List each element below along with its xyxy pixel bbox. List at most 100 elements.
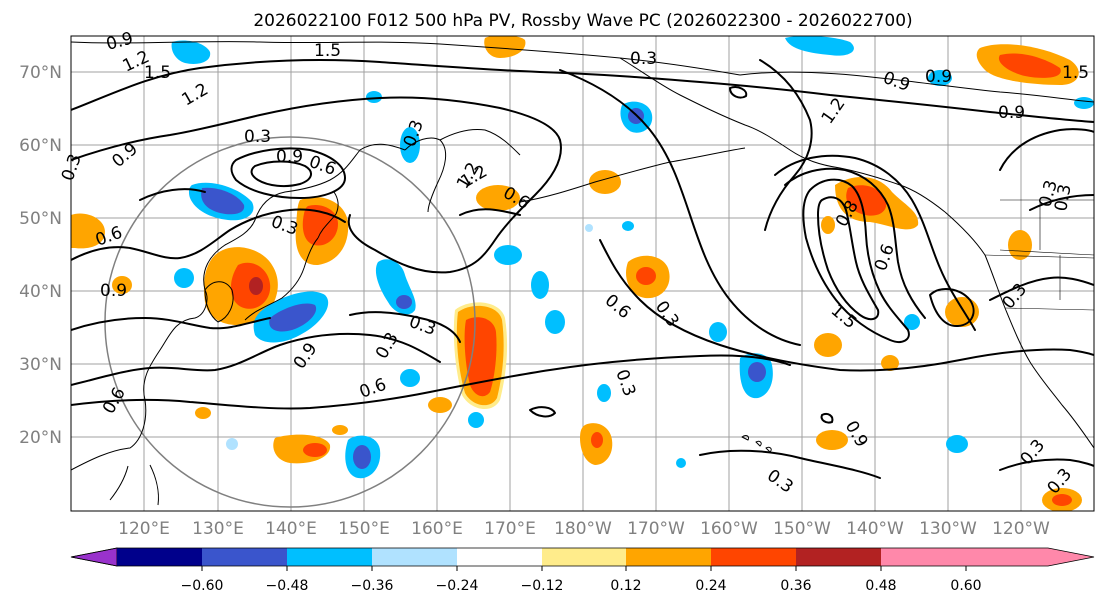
anomaly-blob [468,412,484,428]
lat-label: 30°N [19,355,62,375]
anomaly-blob [1074,97,1094,109]
colorbar-tick-label: −0.36 [351,578,394,594]
anomaly-blob [545,310,565,334]
colorbar-tick-label: 0.12 [610,578,641,594]
anomaly-blob [226,438,238,450]
colorbar-segment [542,548,626,566]
anomaly-blob [174,268,194,288]
lon-label: 160°W [700,519,758,539]
longitude-labels: 120°E 130°E 140°E 150°E 160°E 170°E 180°… [118,519,1050,539]
colorbar-tick-label: 0.36 [780,578,811,594]
colorbar-segment [711,548,796,566]
lon-label: 150°W [773,519,831,539]
map-panel [70,35,1095,512]
borders [984,199,1094,311]
chart-title: 2026022100 F012 500 hPa PV, Rossby Wave … [253,11,912,31]
anomaly-blob [816,430,848,450]
contour-label: 0.9 [925,67,952,87]
lon-label: 120°E [118,519,170,539]
lat-label: 60°N [19,136,62,156]
anomaly-blob [396,295,412,309]
lon-label: 180°W [554,519,612,539]
lon-label: 130°E [192,519,244,539]
anomaly-blob [636,267,656,285]
contour-label: 0.3 [1051,183,1075,213]
anomaly-blob [1008,230,1032,260]
colorbar-tick-label: 0.24 [695,578,726,594]
lon-label: 130°W [919,519,977,539]
anomaly-blob [112,276,132,294]
contour-label: 0.3 [244,127,271,147]
anomaly-blob [591,432,603,448]
anomaly-blob [464,317,497,397]
anomaly-blob [249,277,263,295]
anomaly-blob [676,458,686,468]
anomaly-blob [531,271,549,299]
colorbar-tick-label: −0.48 [266,578,309,594]
anomaly-blob [195,407,211,419]
lon-label: 170°W [627,519,685,539]
colorbar-segment [626,548,711,566]
latitude-labels: 70°N 60°N 50°N 40°N 30°N 20°N [19,63,62,448]
colorbar-tick-label: −0.24 [436,578,479,594]
colorbar-tick-label: −0.12 [521,578,564,594]
anomaly-blob [71,213,105,249]
contour-label: 0.9 [276,147,303,167]
anomaly-blob [904,314,920,330]
colorbar-ticks [201,566,967,571]
anomaly-blob [484,36,526,58]
anomaly-blob [201,187,245,215]
contour-label: 0.3 [630,49,657,69]
lon-label: 170°E [484,519,536,539]
anomaly-blob [928,70,952,86]
colorbar-segment [966,548,1094,566]
anomaly-blob [303,443,327,457]
lat-label: 40°N [19,282,62,302]
contour-label: 0.9 [998,103,1025,123]
anomaly-blob [428,397,452,413]
pv-contours [71,59,1094,479]
lat-label: 20°N [19,428,62,448]
anomaly-blob [589,170,621,194]
anomaly-blob [946,435,968,453]
anomaly-blob [269,303,317,332]
anomaly-blob [366,91,382,103]
anomaly-blob [748,362,766,382]
colorbar-segment [70,547,118,567]
colorbar: −0.60 −0.48 −0.36 −0.24 −0.12 0.12 0.24 … [70,547,1095,594]
anomaly-blob [821,216,835,234]
colorbar-tick-label: −0.60 [181,578,224,594]
colorbar-segment [881,548,966,566]
colorbar-segment [117,548,202,566]
colorbar-segment [457,548,542,566]
anomaly-blob [622,221,634,231]
anomaly-blob [881,355,899,371]
lon-label: 140°W [846,519,904,539]
anomaly-blob [353,445,371,469]
lon-label: 140°E [265,519,317,539]
anomaly-blob [171,40,211,64]
contour-label: 1.5 [314,41,341,61]
colorbar-segment [202,548,287,566]
anomaly-blob [494,245,522,265]
anomaly-blob [476,185,520,211]
colorbar-segment [372,548,457,566]
contour-label: 1.5 [144,63,171,83]
lat-label: 50°N [19,209,62,229]
anomaly-blob [400,127,420,163]
colorbar-segment [287,548,372,566]
lon-label: 160°E [411,519,463,539]
anomaly-blob [585,224,593,232]
anomaly-blob [709,322,727,342]
anomaly-blob [998,53,1061,78]
coastlines [71,41,1094,506]
anomaly-blob [1052,494,1072,506]
colorbar-tick-label: 0.60 [950,578,981,594]
colorbar-tick-label: 0.48 [865,578,896,594]
anomaly-blob [814,333,842,357]
lon-label: 120°W [992,519,1050,539]
anomaly-blob [400,369,420,387]
positive-anomaly-shading [71,36,1082,511]
lon-label: 150°E [338,519,390,539]
